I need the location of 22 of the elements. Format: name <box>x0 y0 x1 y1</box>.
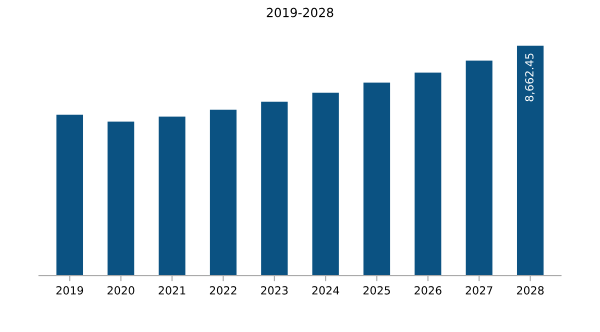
x-tick-label: 2023 <box>261 286 288 295</box>
bar <box>56 114 84 276</box>
x-tick-label: 2027 <box>466 286 492 295</box>
x-tick-label: 2022 <box>210 286 236 295</box>
bar <box>414 72 442 276</box>
data-label: 8,662.45 <box>525 54 535 102</box>
x-tick-label: 2021 <box>158 286 186 295</box>
bar <box>261 102 288 276</box>
x-tick-label: 2025 <box>363 286 390 295</box>
bar <box>158 116 186 276</box>
x-tick-label: 2020 <box>108 286 134 295</box>
bar <box>466 60 492 276</box>
chart-title: 2019-2028 <box>266 8 334 18</box>
bar <box>312 92 339 276</box>
x-tick-label: 2028 <box>516 286 544 295</box>
x-tick-label: 2019 <box>56 286 84 295</box>
bar <box>516 46 544 276</box>
bar <box>363 82 390 276</box>
x-tick-label: 2026 <box>414 286 442 295</box>
bar <box>108 122 134 276</box>
bar <box>210 110 237 276</box>
x-tick-label: 2024 <box>312 286 340 295</box>
